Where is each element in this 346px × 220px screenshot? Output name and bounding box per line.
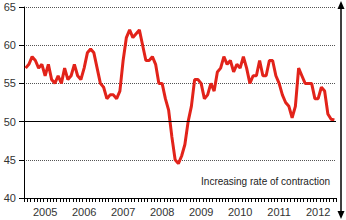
svg-text:2010: 2010	[228, 206, 252, 218]
svg-text:60: 60	[4, 39, 16, 51]
svg-text:2012: 2012	[306, 206, 330, 218]
svg-text:45: 45	[4, 154, 16, 166]
svg-text:2011: 2011	[267, 206, 291, 218]
svg-text:2005: 2005	[33, 206, 57, 218]
svg-text:50: 50	[4, 116, 16, 128]
svg-text:2008: 2008	[150, 206, 174, 218]
svg-text:55: 55	[4, 77, 16, 89]
svg-text:2009: 2009	[189, 206, 213, 218]
svg-text:2006: 2006	[72, 206, 96, 218]
svg-text:Increasing rate of contraction: Increasing rate of contraction	[201, 176, 330, 187]
svg-text:65: 65	[4, 1, 16, 13]
svg-text:40: 40	[4, 192, 16, 204]
svg-text:2007: 2007	[111, 206, 135, 218]
